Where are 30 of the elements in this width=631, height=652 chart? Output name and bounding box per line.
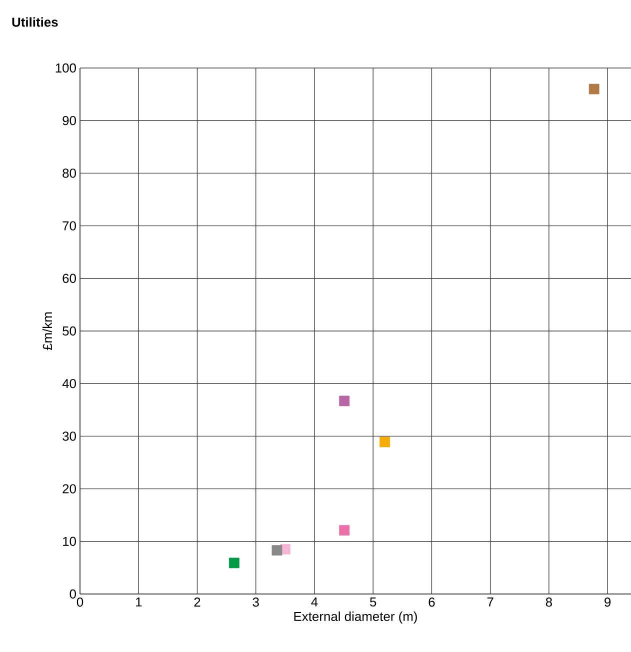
point <box>339 396 350 406</box>
y-tick-label: 40 <box>62 379 76 388</box>
y-tick-label: 50 <box>62 326 76 336</box>
y-tick-label: 20 <box>62 484 76 494</box>
point <box>339 525 350 536</box>
y-tick-label: 90 <box>62 116 76 126</box>
x-tick-label: 4 <box>311 598 318 606</box>
x-tick-label: 9 <box>604 598 611 607</box>
x-tick-label: 2 <box>194 598 200 607</box>
point <box>272 545 282 556</box>
x-tick-label: 7 <box>487 598 494 606</box>
y-tick-label: 80 <box>62 168 76 178</box>
point <box>228 558 240 568</box>
y-axis-title: £m/km <box>42 312 52 350</box>
y-tick-label: 10 <box>63 536 76 546</box>
x-tick-label: 5 <box>370 598 376 607</box>
y-tick-label: 60 <box>62 274 76 283</box>
y-tick-label: 70 <box>62 221 76 230</box>
y-tick-label: 100 <box>56 63 76 73</box>
x-tick-label: 6 <box>428 598 435 607</box>
x-tick-label: 1 <box>136 598 142 606</box>
point <box>588 84 600 94</box>
point <box>380 436 390 448</box>
x-axis-title: External diameter (m) <box>294 612 417 624</box>
x-tick-label: 3 <box>252 598 259 607</box>
x-tick-label: 0 <box>76 598 84 607</box>
y-tick-label: 30 <box>62 432 76 441</box>
x-tick-label: 8 <box>546 598 552 607</box>
chart-title: Utilities <box>12 17 58 27</box>
y-tick-label: 0 <box>70 589 76 599</box>
